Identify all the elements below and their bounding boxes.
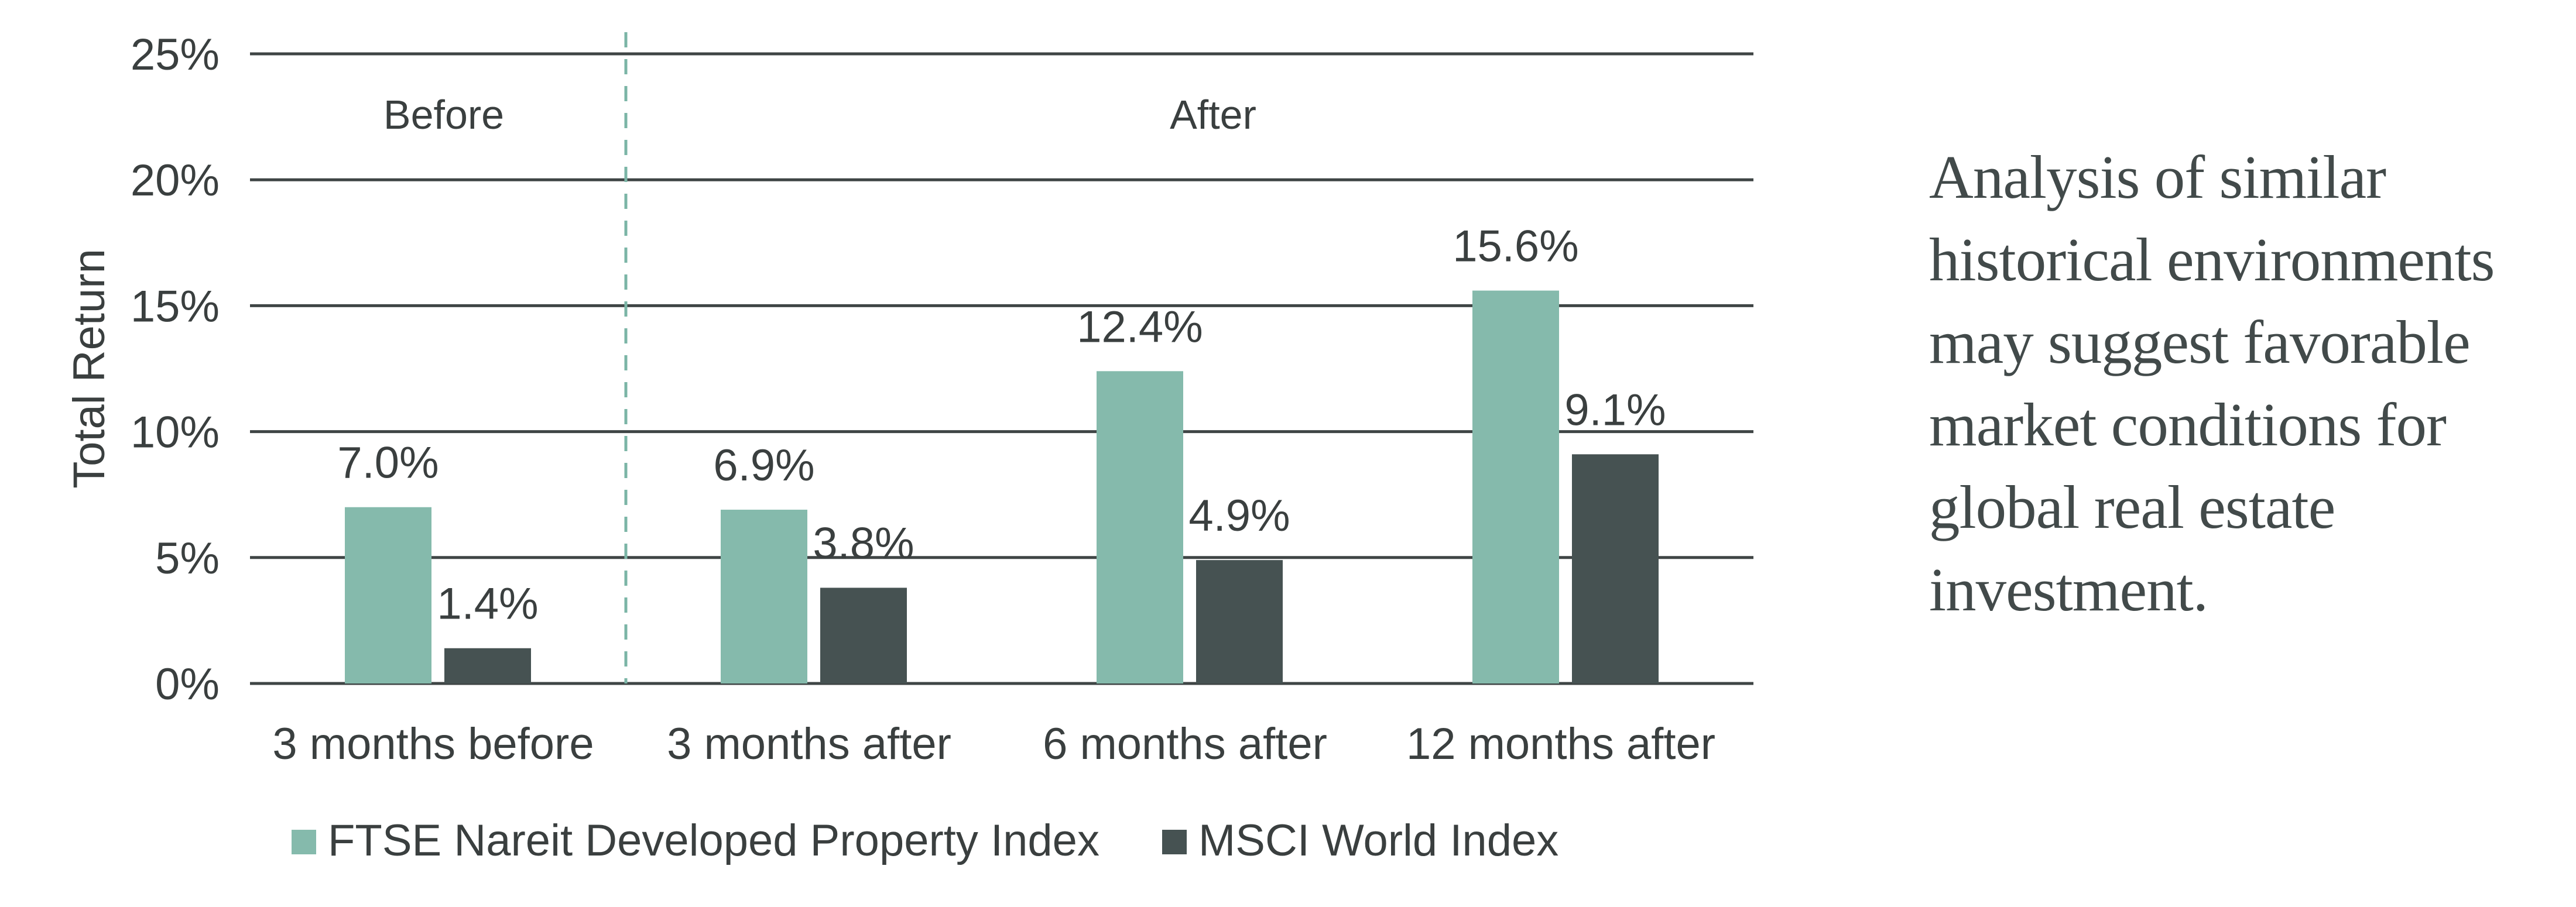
y-tick-label: 0% — [155, 659, 220, 709]
y-tick-label: 20% — [131, 156, 220, 205]
x-tick-label: 3 months before — [272, 719, 594, 769]
y-tick-label: 25% — [131, 30, 220, 80]
legend-swatch — [1162, 830, 1187, 854]
y-axis-ticks: 0% 5% 10% 15% 20% 25% — [131, 30, 220, 709]
region-label-after: After — [1170, 92, 1256, 138]
legend-swatch — [292, 830, 316, 854]
data-label: 9.1% — [1564, 385, 1666, 435]
legend-label: FTSE Nareit Developed Property Index — [328, 816, 1099, 865]
y-tick-label: 10% — [131, 408, 220, 458]
data-label: 4.9% — [1188, 491, 1290, 541]
bar-msci — [1572, 454, 1659, 683]
bar-ftse — [1097, 371, 1183, 683]
data-label: 12.4% — [1077, 302, 1203, 352]
data-labels: 7.0% 1.4% 6.9% 3.8% 12.4% 4.9% 15.6% 9.1% — [337, 222, 1666, 629]
bar-ftse — [1472, 290, 1559, 683]
y-axis-label: Total Return — [64, 249, 114, 489]
bar-msci — [820, 588, 907, 683]
region-label-before: Before — [383, 92, 504, 138]
x-tick-label: 6 months after — [1043, 719, 1327, 769]
bar-ftse — [721, 510, 807, 683]
y-tick-label: 15% — [131, 281, 220, 331]
x-axis-ticks: 3 months before 3 months after 6 months af… — [272, 719, 1715, 769]
data-label: 7.0% — [337, 438, 439, 488]
legend-label: MSCI World Index — [1198, 816, 1558, 865]
bar-msci — [444, 648, 531, 683]
bar-ftse — [345, 507, 431, 683]
legend: FTSE Nareit Developed Property Index MSCI… — [292, 816, 1558, 865]
bars — [345, 290, 1659, 683]
callout-text: Analysis of similar historical environme… — [1929, 143, 2495, 624]
y-tick-label: 5% — [155, 534, 220, 583]
data-label: 6.9% — [713, 441, 814, 490]
x-tick-label: 3 months after — [667, 719, 951, 769]
x-tick-label: 12 months after — [1406, 719, 1715, 769]
data-label: 3.8% — [813, 518, 914, 568]
bar-chart: 0% 5% 10% 15% 20% 25% Total Return Before Afte… — [64, 30, 1753, 865]
bar-msci — [1196, 560, 1283, 683]
data-label: 1.4% — [437, 579, 538, 629]
data-label: 15.6% — [1453, 222, 1579, 272]
period-labels: Before After — [383, 92, 1256, 138]
